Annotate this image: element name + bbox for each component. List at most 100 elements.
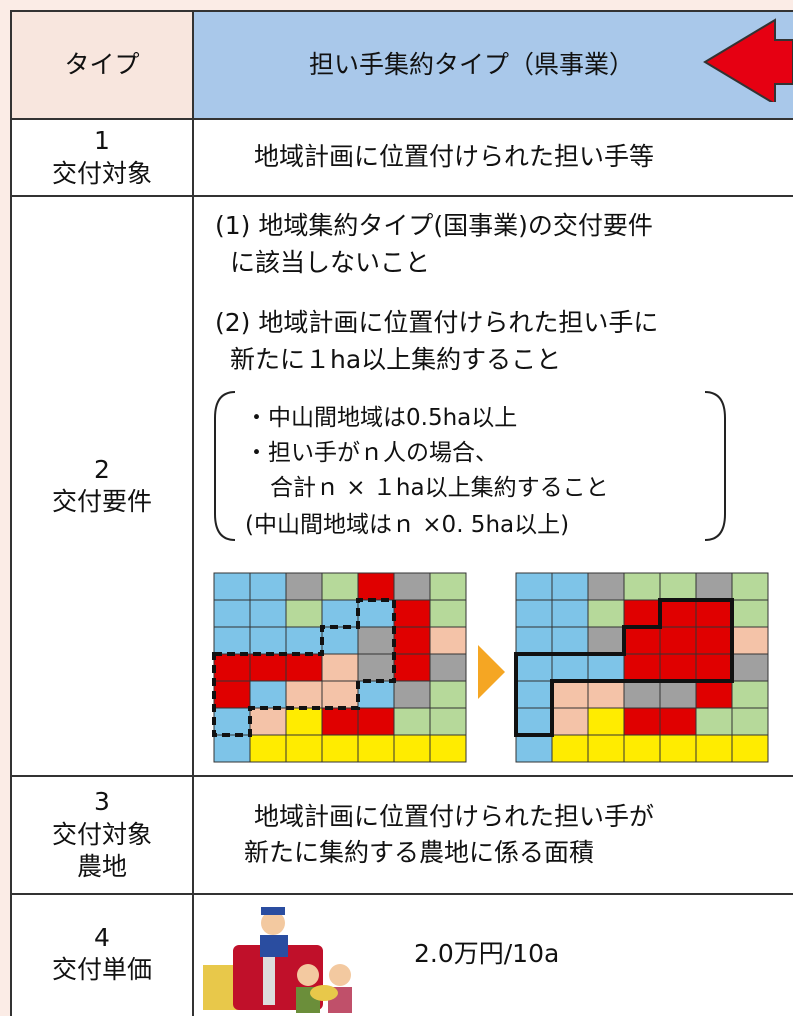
field-cell	[213, 707, 251, 736]
field-cell	[213, 653, 251, 682]
field-cell	[551, 707, 589, 736]
note-text: (中山間地域はｎ ×0. 5ha以上)	[245, 512, 570, 538]
field-cell	[695, 599, 733, 628]
content-text: 地域計画に位置付けられた担い手等	[254, 142, 655, 172]
field-cell	[285, 599, 323, 628]
field-cell	[285, 653, 323, 682]
row-content: 地域計画に位置付けられた担い手が新たに集約する農地に係る面積	[192, 775, 793, 895]
field-cell	[659, 572, 697, 601]
field-cell	[213, 734, 251, 763]
field-illustration	[212, 572, 769, 763]
field-cell	[321, 572, 359, 601]
field-cell	[429, 653, 467, 682]
field-cell	[695, 734, 733, 763]
field-cell	[587, 599, 625, 628]
field-cell	[551, 599, 589, 628]
field-cell	[429, 707, 467, 736]
field-cell	[623, 653, 661, 682]
note-text: ・担い手がｎ人の場合、	[245, 440, 498, 466]
field-cell	[587, 626, 625, 655]
field-cell	[587, 707, 625, 736]
field-cell	[623, 680, 661, 709]
field-cell	[429, 680, 467, 709]
row-label: 3 交付対象 農地	[10, 775, 194, 895]
field-cell	[249, 653, 287, 682]
field-cell	[551, 680, 589, 709]
field-cell	[357, 599, 395, 628]
field-cell	[731, 707, 769, 736]
field-cell	[249, 599, 287, 628]
field-cell	[659, 680, 697, 709]
field-cell	[357, 734, 395, 763]
red-arrow	[703, 18, 793, 102]
field-cell	[429, 734, 467, 763]
type-label: タイプ	[64, 49, 140, 79]
field-cell	[623, 734, 661, 763]
row-label: 1 交付対象	[10, 118, 194, 197]
field-cell	[515, 626, 553, 655]
field-cell	[731, 626, 769, 655]
field-cell	[213, 599, 251, 628]
field-cell	[623, 707, 661, 736]
field-cell	[285, 734, 323, 763]
field-cell	[515, 734, 553, 763]
field-cell	[515, 680, 553, 709]
field-cell	[515, 572, 553, 601]
field-cell	[695, 653, 733, 682]
field-cell	[623, 599, 661, 628]
item-text: に該当しないこと	[230, 248, 431, 277]
field-cell	[357, 680, 395, 709]
field-cell	[695, 680, 733, 709]
field-cell	[551, 734, 589, 763]
header-title: 担い手集約タイプ（県事業）	[309, 49, 635, 79]
field-cell	[429, 626, 467, 655]
item-text: (2) 地域計画に位置付けられた担い手に	[215, 308, 659, 337]
field-cell	[357, 707, 395, 736]
field-cell	[731, 653, 769, 682]
field-cell	[213, 680, 251, 709]
content-text: 地域計画に位置付けられた担い手が	[254, 801, 655, 831]
field-cell	[659, 734, 697, 763]
field-cell	[659, 707, 697, 736]
field-cell	[393, 734, 431, 763]
arrow-triangle	[478, 645, 505, 699]
header-cell: タイプ	[10, 10, 194, 120]
field-cell	[623, 572, 661, 601]
field-cell	[357, 653, 395, 682]
field-cell	[393, 680, 431, 709]
field-cell	[659, 599, 697, 628]
field-cell	[587, 572, 625, 601]
content-text: 新たに集約する農地に係る面積	[244, 838, 595, 867]
field-cell	[285, 680, 323, 709]
item-text: 新たに１ha以上集約すること	[230, 345, 562, 374]
field-cell	[393, 626, 431, 655]
field-cell	[731, 734, 769, 763]
row-label: 4 交付単価	[10, 893, 194, 1016]
field-cell	[731, 572, 769, 601]
field-cell	[515, 653, 553, 682]
row-label-text: 交付対象	[51, 819, 152, 849]
field-cell	[249, 707, 287, 736]
row-label-text: 交付対象	[51, 158, 152, 188]
field-cell	[587, 653, 625, 682]
row-label-text: 交付要件	[51, 487, 152, 516]
field-cell	[249, 572, 287, 601]
field-cell	[695, 626, 733, 655]
field-cell	[285, 572, 323, 601]
field-cell	[321, 707, 359, 736]
field-cell	[321, 653, 359, 682]
field-cell	[659, 653, 697, 682]
note-text: ・中山間地域は0.5ha以上	[245, 405, 518, 431]
field-cell	[551, 626, 589, 655]
field-cell	[731, 599, 769, 628]
row-label-text: 農地	[76, 852, 127, 882]
field-cell	[249, 680, 287, 709]
field-cell	[623, 626, 661, 655]
row-number: 1	[94, 126, 110, 155]
plot-outline	[514, 598, 734, 737]
row-number: 4	[94, 922, 110, 952]
field-cell	[249, 734, 287, 763]
content-text: 2.0万円/10a	[414, 938, 560, 968]
field-cell	[695, 572, 733, 601]
